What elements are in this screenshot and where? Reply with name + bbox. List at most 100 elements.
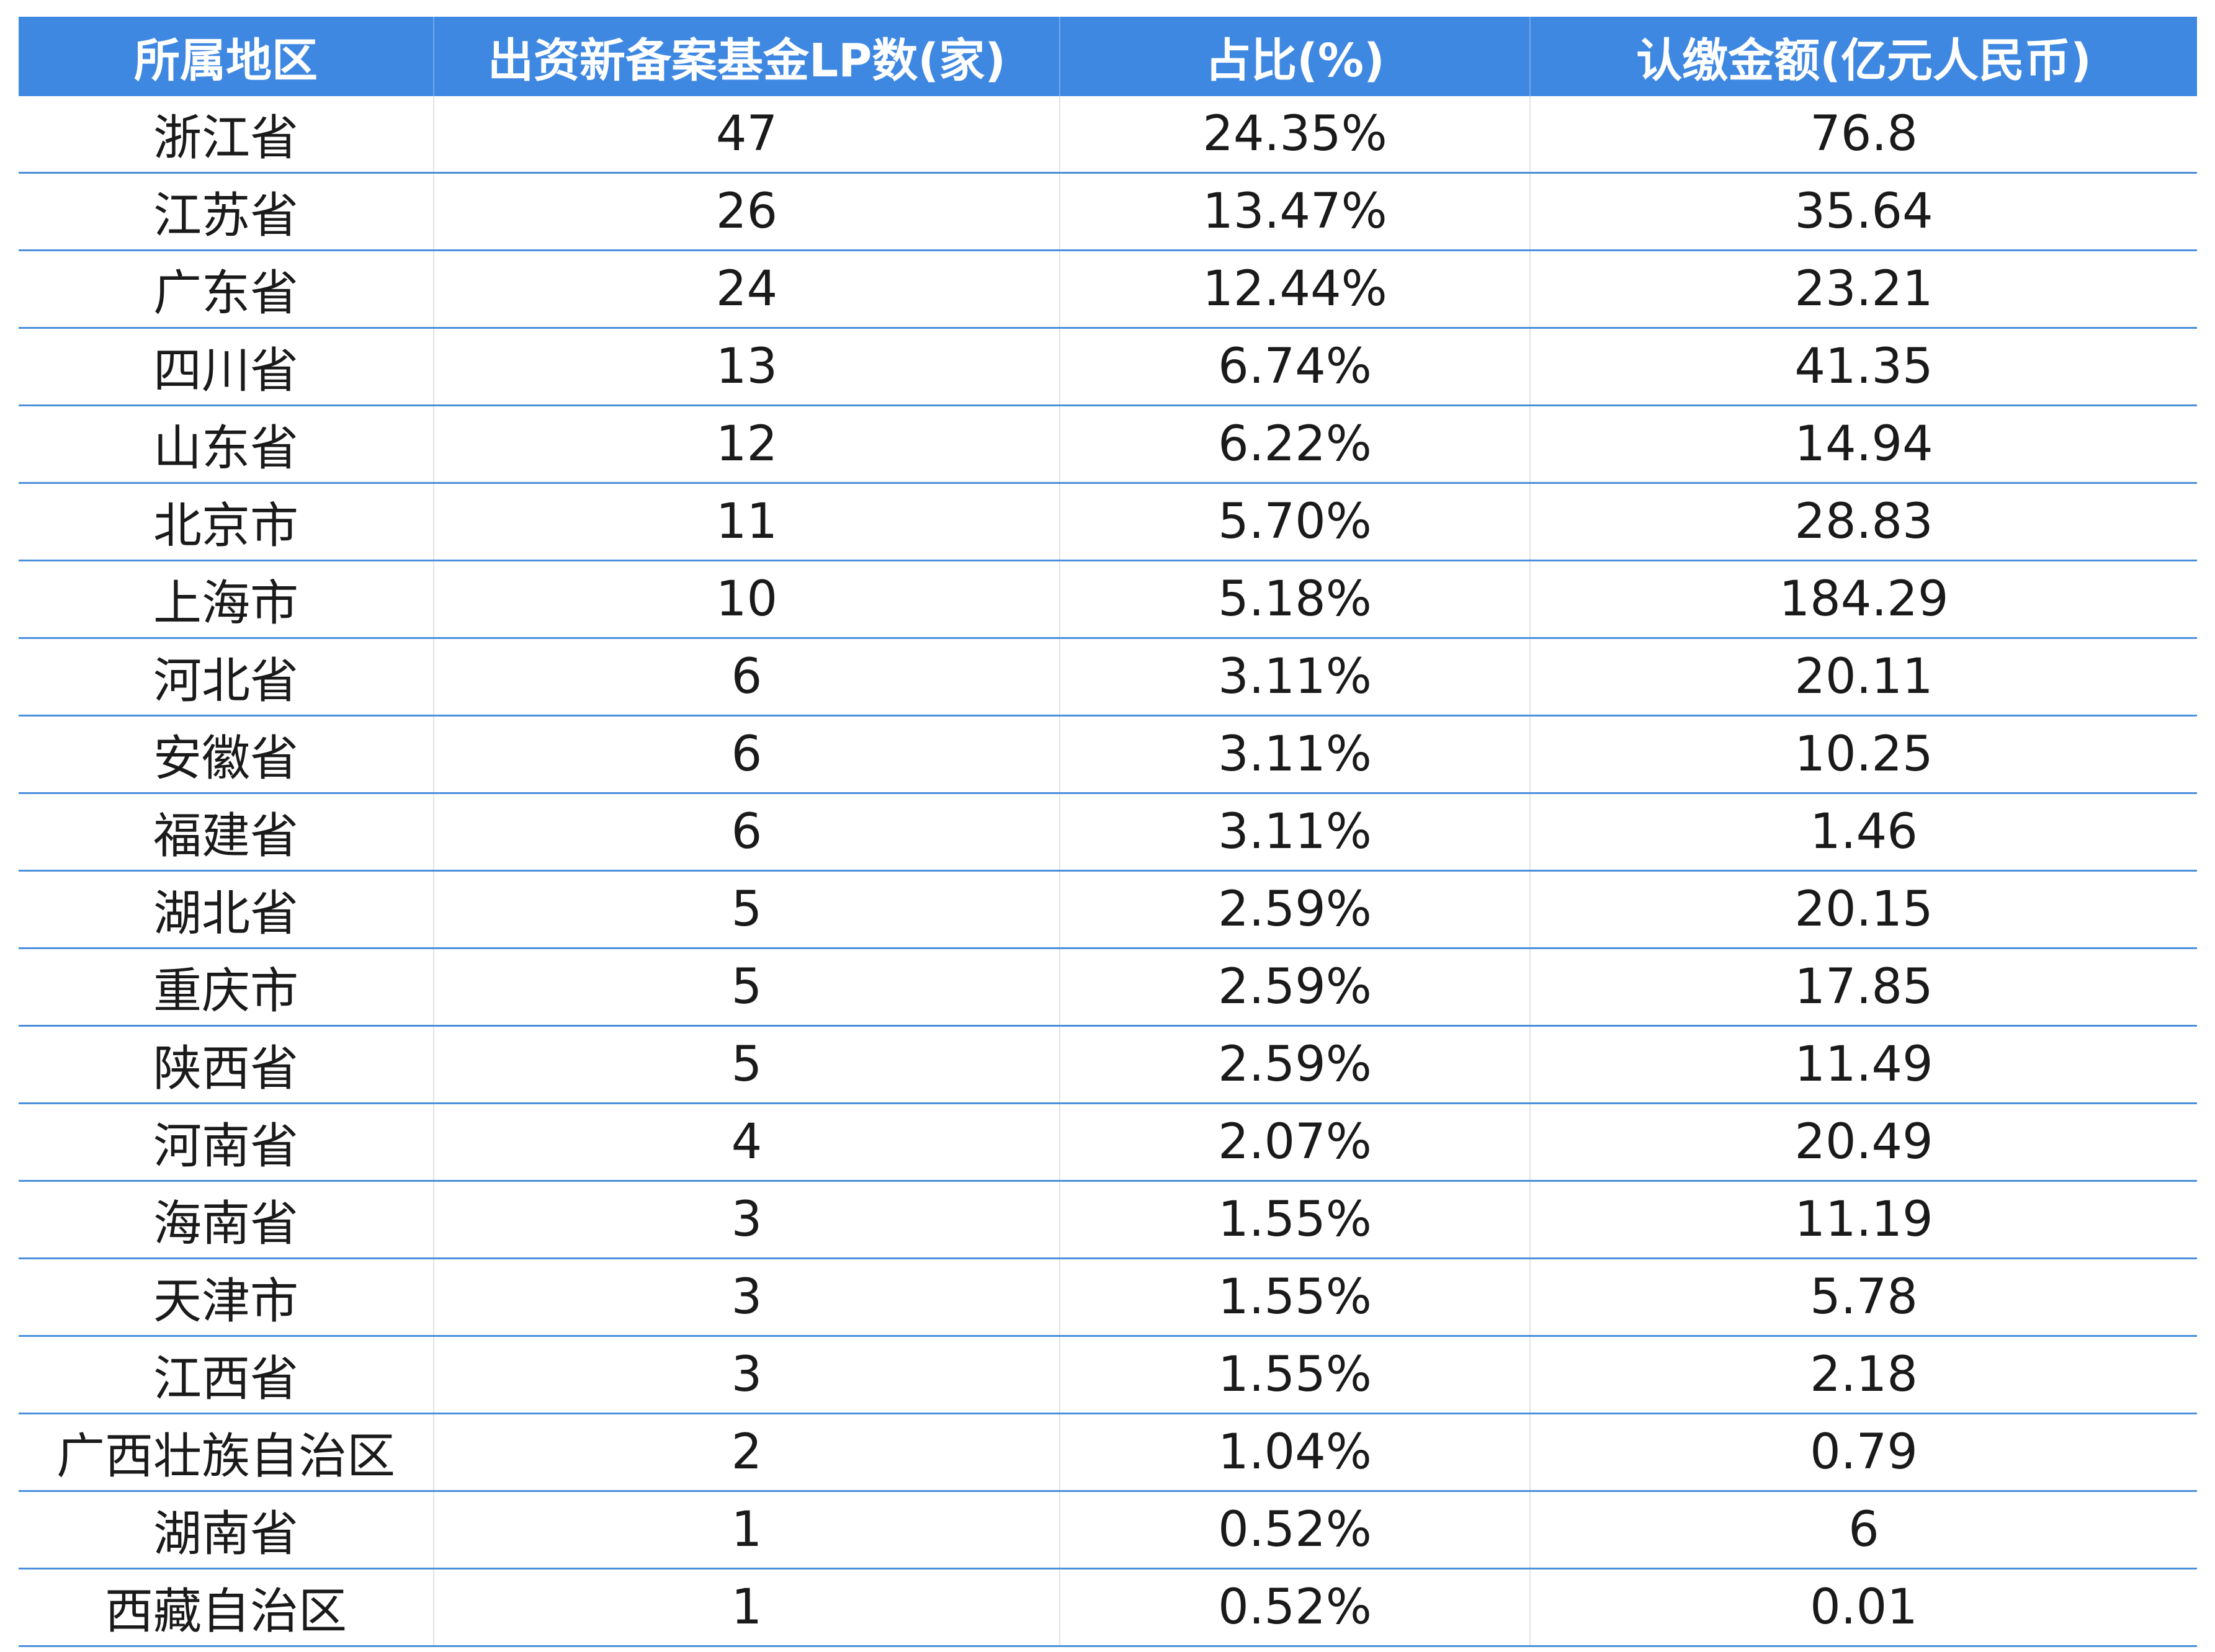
table-row: 重庆市 5 2.59% 17.85 — [19, 948, 2197, 1027]
table-cell: 10.25 — [1530, 715, 2197, 794]
table-row: 河南省 4 2.07% 20.49 — [19, 1103, 2197, 1182]
table-row: 西藏自治区 1 0.52% 0.01 — [19, 1568, 2197, 1647]
table-cell: 11.19 — [1530, 1181, 2197, 1259]
header-cell: 所属地区 — [19, 17, 434, 96]
table-cell: 14.94 — [1530, 405, 2197, 484]
table-cell: 2.07% — [1060, 1103, 1531, 1182]
table-row: 上海市 10 5.18% 184.29 — [19, 560, 2197, 639]
table-cell: 北京市 — [19, 483, 434, 561]
table-cell: 20.49 — [1530, 1103, 2197, 1182]
table-cell: 1.55% — [1060, 1336, 1531, 1414]
table-cell: 11.49 — [1530, 1025, 2197, 1104]
table-row: 安徽省 6 3.11% 10.25 — [19, 715, 2197, 794]
table-cell: 20.15 — [1530, 870, 2197, 949]
table-cell: 广西壮族自治区 — [19, 1413, 434, 1492]
table-cell: 76.8 — [1530, 96, 2197, 174]
table-cell: 1.46 — [1530, 793, 2197, 872]
table-cell: 5 — [434, 870, 1060, 949]
table-cell: 1.55% — [1060, 1181, 1531, 1259]
table-cell: 2.59% — [1060, 870, 1531, 949]
table-cell: 3 — [434, 1181, 1060, 1259]
header-cell: 占比(%) — [1060, 17, 1531, 96]
table-cell: 陕西省 — [19, 1025, 434, 1104]
header-cell: 认缴金额(亿元人民币) — [1530, 17, 2197, 96]
table-cell: 2.59% — [1060, 948, 1531, 1027]
table-row: 湖北省 5 2.59% 20.15 — [19, 870, 2197, 949]
table-cell: 6.74% — [1060, 328, 1531, 406]
table-cell: 6 — [434, 793, 1060, 872]
table-cell: 湖南省 — [19, 1491, 434, 1569]
table-cell: 0.52% — [1060, 1491, 1531, 1569]
table-cell: 17.85 — [1530, 948, 2197, 1027]
table-cell: 5 — [434, 948, 1060, 1027]
table-cell: 12.44% — [1060, 250, 1531, 329]
table-cell: 山东省 — [19, 405, 434, 484]
table-row: 江苏省 26 13.47% 35.64 — [19, 172, 2197, 251]
table-cell: 3.11% — [1060, 638, 1531, 717]
table-cell: 26 — [434, 172, 1060, 251]
table-cell: 35.64 — [1530, 172, 2197, 251]
table-row: 河北省 6 3.11% 20.11 — [19, 638, 2197, 717]
table-cell: 0.79 — [1530, 1413, 2197, 1492]
table-cell: 6 — [434, 715, 1060, 794]
table-cell: 1 — [434, 1568, 1060, 1647]
table-cell: 47 — [434, 96, 1060, 174]
table-cell: 2 — [434, 1413, 1060, 1492]
table-cell: 江苏省 — [19, 172, 434, 251]
table-cell: 5.70% — [1060, 483, 1531, 561]
table-row: 四川省 13 6.74% 41.35 — [19, 328, 2197, 406]
table-cell: 6.22% — [1060, 405, 1531, 484]
table-cell: 4 — [434, 1103, 1060, 1182]
table-cell: 0.52% — [1060, 1568, 1531, 1647]
table-row: 福建省 6 3.11% 1.46 — [19, 793, 2197, 872]
table-cell: 西藏自治区 — [19, 1568, 434, 1647]
table-cell: 1 — [434, 1491, 1060, 1569]
table-cell: 23.21 — [1530, 250, 2197, 329]
table-row: 北京市 11 5.70% 28.83 — [19, 483, 2197, 561]
table-cell: 13.47% — [1060, 172, 1531, 251]
table-cell: 24 — [434, 250, 1060, 329]
table-row: 广西壮族自治区 2 1.04% 0.79 — [19, 1413, 2197, 1492]
table-cell: 2.18 — [1530, 1336, 2197, 1414]
table-row: 广东省 24 12.44% 23.21 — [19, 250, 2197, 329]
table-row: 海南省 3 1.55% 11.19 — [19, 1181, 2197, 1259]
table-row: 山东省 12 6.22% 14.94 — [19, 405, 2197, 484]
table-row: 陕西省 5 2.59% 11.49 — [19, 1025, 2197, 1104]
table-cell: 3.11% — [1060, 715, 1531, 794]
table-cell: 重庆市 — [19, 948, 434, 1027]
table-cell: 5.18% — [1060, 560, 1531, 639]
table-body: 浙江省 47 24.35% 76.8 江苏省 26 13.47% 35.64 广东省 24 12.4… — [19, 96, 2197, 1647]
table-cell: 安徽省 — [19, 715, 434, 794]
table-cell: 11 — [434, 483, 1060, 561]
table-cell: 江西省 — [19, 1336, 434, 1414]
table-cell: 福建省 — [19, 793, 434, 872]
table-cell: 41.35 — [1530, 328, 2197, 406]
table-cell: 0.01 — [1530, 1568, 2197, 1647]
table-cell: 3 — [434, 1336, 1060, 1414]
table-cell: 13 — [434, 328, 1060, 406]
table-cell: 1.04% — [1060, 1413, 1531, 1492]
table-cell: 广东省 — [19, 250, 434, 329]
table-cell: 湖北省 — [19, 870, 434, 949]
table-row: 江西省 3 1.55% 2.18 — [19, 1336, 2197, 1414]
table-cell: 浙江省 — [19, 96, 434, 174]
table-cell: 20.11 — [1530, 638, 2197, 717]
header-row: 所属地区 出资新备案基金LP数(家) 占比(%) 认缴金额(亿元人民币) — [19, 17, 2197, 96]
table-row: 天津市 3 1.55% 5.78 — [19, 1258, 2197, 1337]
table-cell: 1.55% — [1060, 1258, 1531, 1337]
table-cell: 河北省 — [19, 638, 434, 717]
table-cell: 5 — [434, 1025, 1060, 1104]
table-cell: 四川省 — [19, 328, 434, 406]
data-table: 所属地区 出资新备案基金LP数(家) 占比(%) 认缴金额(亿元人民币) 浙江省 47 2… — [19, 17, 2197, 1647]
table-cell: 28.83 — [1530, 483, 2197, 561]
table-cell: 2.59% — [1060, 1025, 1531, 1104]
table-cell: 10 — [434, 560, 1060, 639]
table-container: 所属地区 出资新备案基金LP数(家) 占比(%) 认缴金额(亿元人民币) 浙江省 47 2… — [19, 17, 2197, 1647]
table-cell: 3 — [434, 1258, 1060, 1337]
table-cell: 12 — [434, 405, 1060, 484]
table-row: 湖南省 1 0.52% 6 — [19, 1491, 2197, 1569]
table-cell: 6 — [434, 638, 1060, 717]
table-cell: 5.78 — [1530, 1258, 2197, 1337]
table-cell: 海南省 — [19, 1181, 434, 1259]
